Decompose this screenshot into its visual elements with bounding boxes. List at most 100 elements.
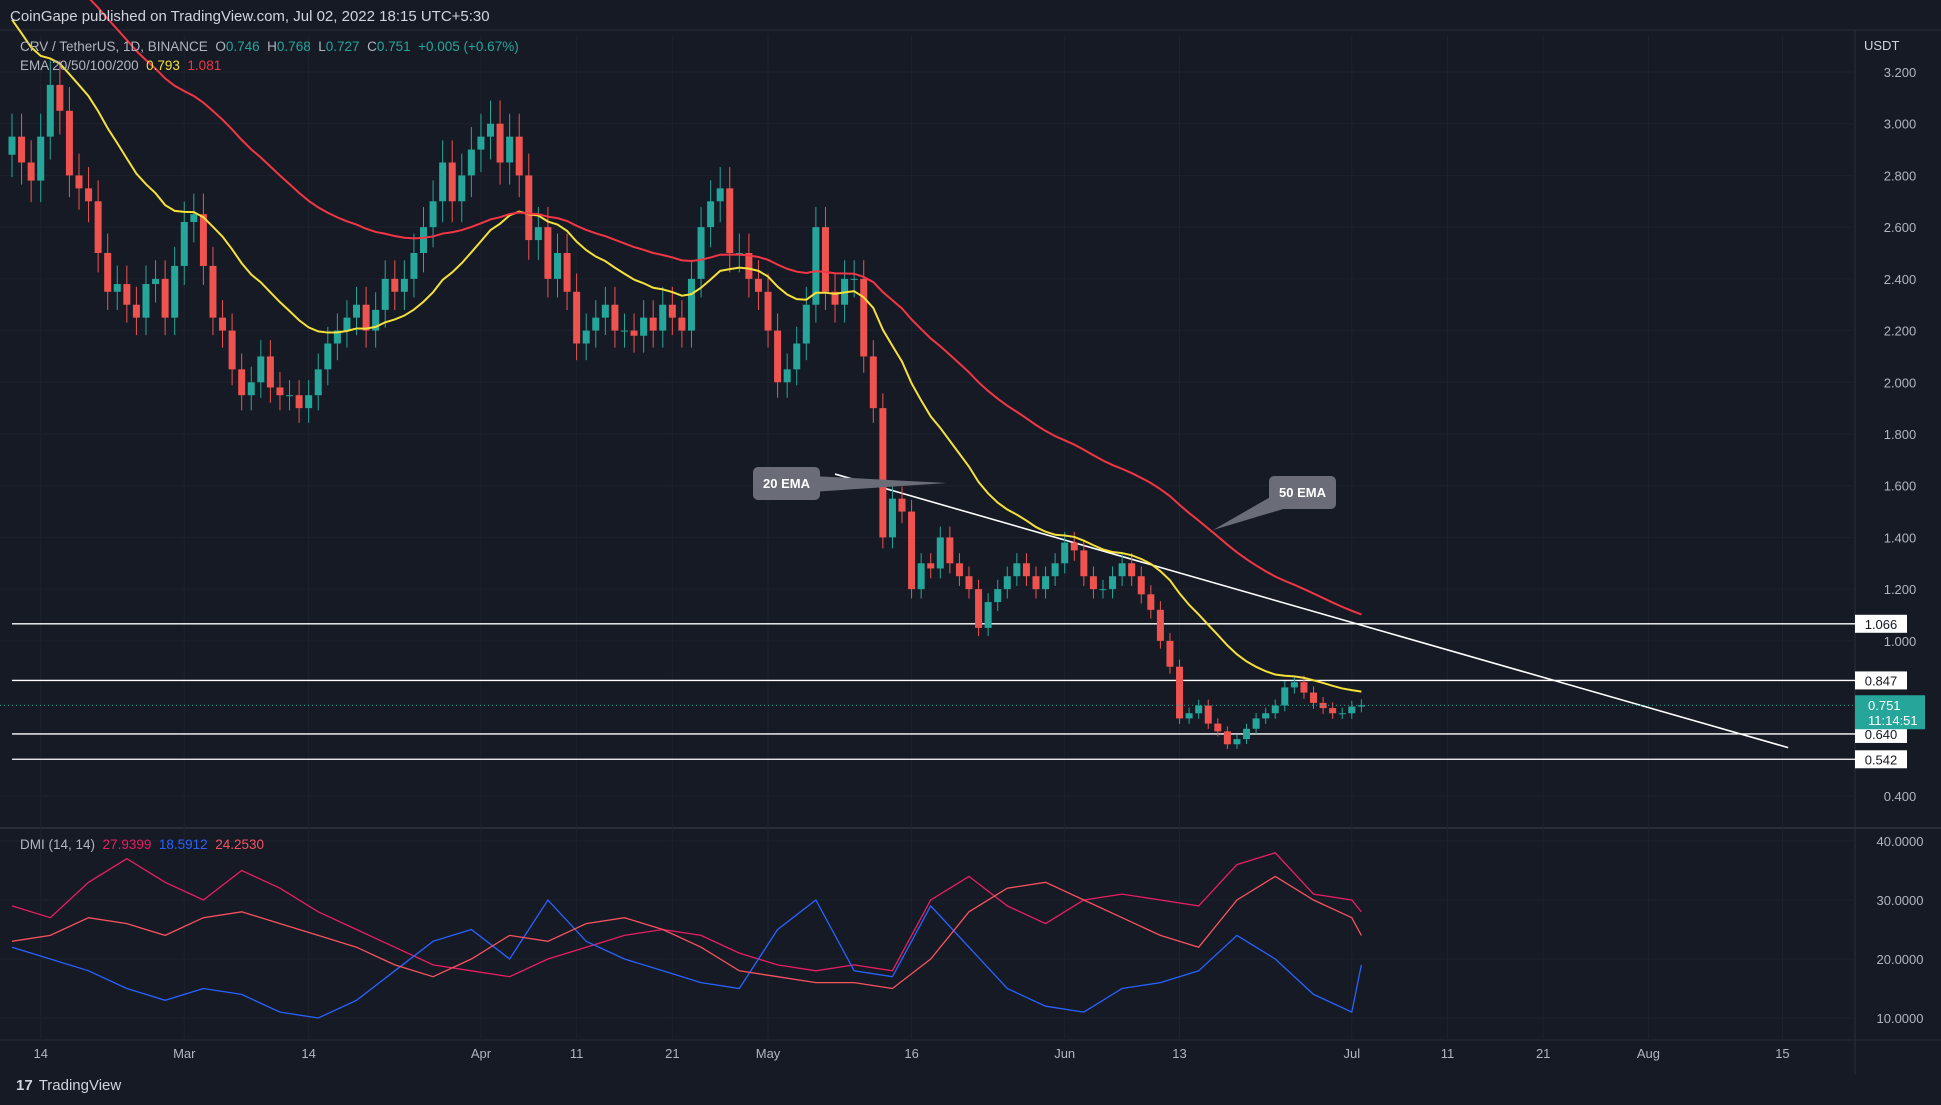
candle-body (984, 602, 992, 628)
ema20-line (11, 19, 1362, 693)
level-label-box (1855, 750, 1907, 769)
time-tick-label: 14 (33, 1046, 47, 1061)
candle-body (802, 304, 810, 344)
candle (1003, 566, 1011, 599)
candle-body (1118, 563, 1126, 577)
candle-body (104, 253, 112, 292)
candle-body (46, 84, 54, 137)
candle (1080, 539, 1088, 586)
candle-body (563, 253, 571, 292)
candle-body (132, 304, 140, 318)
candle (620, 313, 628, 348)
candle (611, 286, 619, 348)
dmi-tick-label: 30.0000 (1877, 893, 1924, 908)
candle-body (582, 330, 590, 344)
close-value: 0.751 (376, 39, 411, 54)
candle-body (601, 304, 609, 318)
candle (104, 233, 112, 311)
candle-body (1089, 576, 1097, 590)
candle (1051, 553, 1059, 586)
candle-body (496, 123, 504, 163)
price-axis (1855, 30, 1941, 1075)
candle-body (649, 317, 657, 331)
footer-brand[interactable]: 17 TradingView (16, 1077, 121, 1094)
candle (984, 593, 992, 637)
candle (1118, 553, 1126, 586)
candle (467, 127, 475, 198)
candle-body (965, 576, 973, 590)
dmi-tick-label: 20.0000 (1877, 952, 1924, 967)
candle-body (1233, 739, 1241, 745)
candle (640, 300, 648, 353)
level-label: 0.640 (1865, 727, 1898, 742)
candle-body (735, 253, 743, 254)
candle (94, 180, 102, 273)
candle (247, 366, 255, 411)
candle-body (1070, 542, 1078, 551)
candle (132, 286, 140, 336)
symbol-legend: CRV / TetherUS, 1D, BINANCE O0.746 H0.76… (20, 39, 519, 54)
candle-body (372, 309, 380, 331)
candle (1147, 585, 1155, 619)
candle-body (94, 201, 102, 253)
candle (410, 233, 418, 298)
candle (1089, 566, 1097, 599)
candle-body (113, 284, 121, 292)
candle-body (611, 304, 619, 331)
candle-body (553, 253, 561, 279)
time-tick-label: 11 (1441, 1046, 1455, 1061)
dmi-value-2: 18.5912 (158, 837, 208, 852)
candle-body (18, 136, 26, 163)
candle (563, 233, 571, 311)
candle (219, 300, 227, 348)
price-tick-label: 3.200 (1884, 65, 1917, 80)
candle-body (1137, 576, 1145, 595)
candle-body (391, 278, 399, 292)
dmi-legend: DMI (14, 14) 27.9399 18.5912 24.2530 (20, 837, 264, 852)
candle (343, 300, 351, 348)
candle (975, 579, 983, 637)
candle-body (1022, 563, 1030, 577)
candle-body (305, 395, 313, 409)
candle-body (917, 563, 925, 590)
candle-body (142, 284, 150, 318)
candle-body (1013, 563, 1021, 577)
time-tick-label: 16 (904, 1046, 918, 1061)
candle (305, 380, 313, 423)
candle-body (659, 304, 667, 331)
candle (716, 167, 724, 223)
ema-label[interactable]: EMA 20/50/100/200 (20, 58, 139, 73)
candle (1013, 553, 1021, 586)
candle-body (85, 188, 93, 202)
dmi-label[interactable]: DMI (14, 14) (20, 837, 96, 852)
candle (879, 393, 887, 549)
candle-body (324, 343, 332, 370)
candle-body (238, 369, 246, 396)
trendline (834, 473, 1789, 749)
candle-body (190, 214, 198, 222)
candle-body (448, 162, 456, 202)
close-label: C (367, 39, 377, 54)
candle (113, 265, 121, 311)
high-value: 0.768 (276, 39, 311, 54)
candle (1243, 723, 1251, 744)
candle-body (266, 356, 274, 388)
candle-body (362, 304, 370, 331)
candle (965, 566, 973, 599)
candle-body (1310, 692, 1318, 703)
candle-body (812, 227, 820, 305)
candle (630, 313, 638, 353)
currency-label: USDT (1864, 38, 1900, 53)
candle (257, 340, 265, 398)
price-tick-label: 2.000 (1884, 375, 1917, 390)
symbol-title[interactable]: CRV / TetherUS, 1D, BINANCE (20, 39, 208, 54)
candle-body (1128, 563, 1136, 577)
candle-body (228, 330, 236, 370)
candle (420, 206, 428, 273)
low-value: 0.727 (325, 39, 360, 54)
time-tick-label: 14 (301, 1046, 315, 1061)
candle (75, 153, 83, 210)
dmi-line-adx (11, 875, 1362, 990)
candle-body (1348, 706, 1356, 714)
